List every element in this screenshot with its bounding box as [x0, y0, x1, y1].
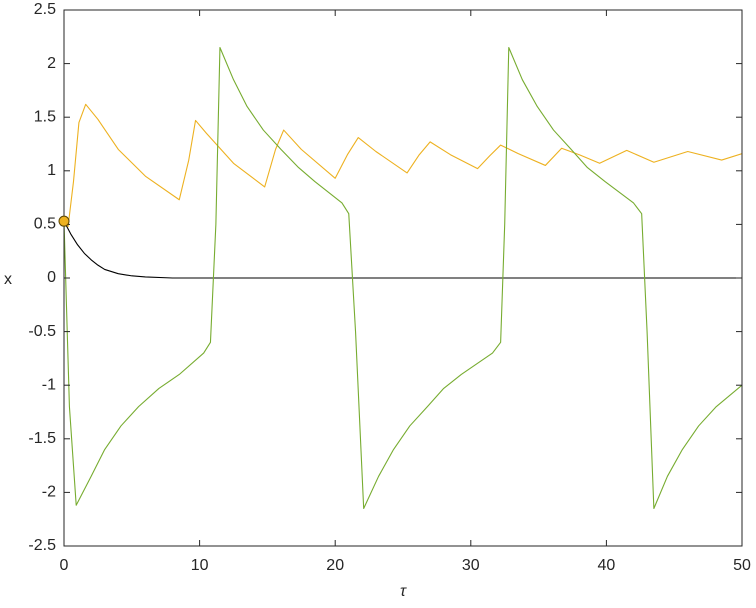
y-tick-label: 0 — [47, 269, 56, 286]
x-tick-label: 50 — [733, 557, 751, 574]
y-tick-label: 1.5 — [34, 108, 56, 125]
y-tick-label: -2 — [42, 484, 56, 501]
y-tick-label: 1 — [47, 162, 56, 179]
y-axis-label: x — [4, 271, 12, 288]
y-tick-label: -1.5 — [28, 430, 56, 447]
x-axis-label: τ — [400, 583, 407, 600]
x-tick-label: 30 — [462, 557, 480, 574]
line-series — [64, 220, 742, 279]
y-tick-label: 2 — [47, 55, 56, 72]
marker — [58, 215, 70, 227]
lines — [64, 46, 742, 510]
y-tick-label: 0.5 — [34, 216, 56, 233]
y-tick-label: -2.5 — [28, 537, 56, 554]
y-tick-label: -0.5 — [28, 323, 56, 340]
x-tick-label: 10 — [191, 557, 209, 574]
line-series — [64, 46, 742, 510]
line-series — [64, 103, 742, 228]
x-tick-label: 40 — [598, 557, 616, 574]
y-tick-label: -1 — [42, 376, 56, 393]
y-tick-label: 2.5 — [34, 1, 56, 18]
x-tick-label: 20 — [326, 557, 344, 574]
x-tick-label: 0 — [60, 557, 69, 574]
